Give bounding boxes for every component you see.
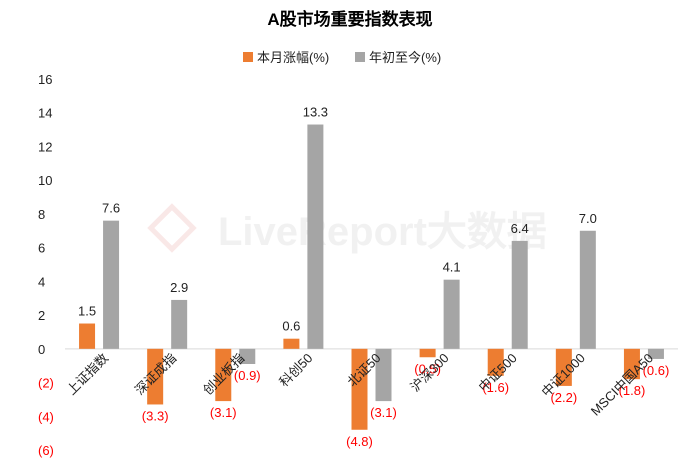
data-label: 0.6 (282, 319, 300, 334)
legend-item-0: 本月涨幅(%) (243, 50, 329, 65)
bar-monthly (487, 348, 504, 376)
bar-ytd (511, 240, 528, 349)
legend-label: 年初至今(%) (369, 50, 441, 65)
category-label: 科创50 (276, 350, 315, 389)
data-label: 7.6 (102, 201, 120, 216)
watermark-diamond-icon (147, 203, 197, 253)
y-tick-label: 4 (38, 274, 45, 289)
y-tick-label: 0 (38, 342, 45, 357)
bar-monthly (351, 348, 368, 430)
category-label: 上证指数 (64, 350, 111, 397)
legend-label: 本月涨幅(%) (257, 50, 329, 65)
data-label: (0.6) (643, 363, 670, 378)
data-label: (0.5) (414, 361, 441, 376)
data-label: (3.3) (142, 408, 169, 423)
y-tick-label: (4) (38, 409, 54, 424)
y-tick-label: 6 (38, 241, 45, 256)
y-tick-label: 2 (38, 308, 45, 323)
bar-monthly (419, 348, 436, 358)
bar-ytd (375, 348, 392, 402)
y-tick-label: (6) (38, 443, 54, 458)
bar-ytd (647, 348, 664, 359)
data-label: 13.3 (303, 105, 328, 120)
data-label: (4.8) (346, 434, 373, 449)
bar-monthly (147, 348, 164, 405)
bar-monthly (283, 338, 300, 349)
bar-monthly (215, 348, 232, 402)
watermark-logo: LiveReport大数据 (147, 203, 547, 254)
chart-title: A股市场重要指数表现 (267, 9, 432, 29)
y-tick-label: 16 (38, 72, 52, 87)
data-label: (2.2) (550, 390, 577, 405)
y-tick-label: 10 (38, 173, 52, 188)
data-label: 2.9 (170, 280, 188, 295)
data-label: 6.4 (511, 221, 529, 236)
bar-ytd (103, 220, 120, 349)
y-tick-label: 14 (38, 106, 52, 121)
legend-swatch (355, 52, 365, 62)
bar-ytd (171, 299, 188, 349)
data-label: (1.6) (482, 380, 509, 395)
category-label: MSCI中国A50 (588, 350, 656, 418)
bar-ytd (307, 124, 324, 349)
y-tick-label: (2) (38, 376, 54, 391)
data-label: (3.1) (370, 405, 397, 420)
bar-ytd (239, 348, 256, 364)
y-tick-label: 8 (38, 207, 45, 222)
data-label: 7.0 (579, 211, 597, 226)
bar-monthly (623, 348, 640, 380)
data-label: 1.5 (78, 304, 96, 319)
watermark-text: LiveReport大数据 (218, 210, 547, 254)
legend-item-1: 年初至今(%) (355, 50, 441, 65)
legend-swatch (243, 52, 253, 62)
bar-monthly (79, 323, 96, 349)
data-label: (0.9) (234, 368, 261, 383)
bar-monthly (555, 348, 572, 386)
data-label: (1.8) (619, 383, 646, 398)
data-label: 4.1 (443, 260, 461, 275)
bar-ytd (579, 230, 596, 349)
data-label: (3.1) (210, 405, 237, 420)
y-tick-label: 12 (38, 139, 52, 154)
bar-ytd (443, 279, 460, 349)
